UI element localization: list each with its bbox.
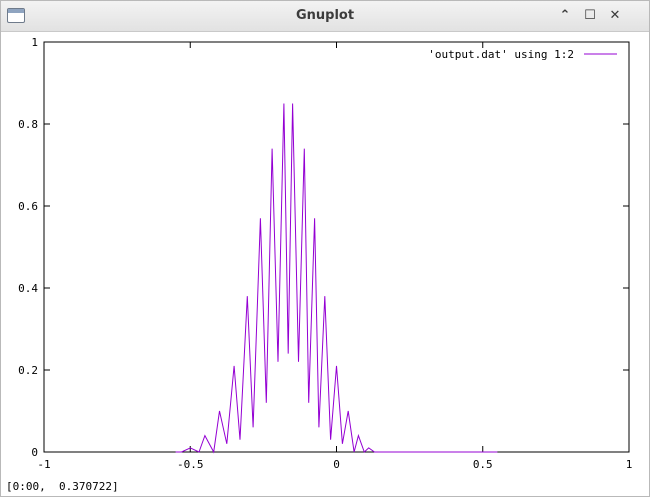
window-title: Gnuplot — [295, 8, 355, 23]
x-tick-label: 0 — [333, 458, 340, 471]
title-bar[interactable]: Gnuplot ⌃ ☐ ✕ — [1, 1, 649, 32]
x-tick-label: 1 — [626, 458, 633, 471]
x-tick-label: -1 — [37, 458, 50, 471]
y-tick-label: 0.8 — [18, 118, 38, 131]
y-tick-label: 0.6 — [18, 200, 38, 213]
app-window-icon — [7, 8, 25, 23]
y-tick-label: 1 — [31, 36, 38, 49]
y-tick-label: 0.2 — [18, 364, 38, 377]
x-tick-label: 0.5 — [473, 458, 493, 471]
mouse-coordinate-readout: [0:00, 0.370722] — [6, 480, 119, 493]
plot-canvas[interactable]: -1 -0.5 0 0.5 1 0 0.2 0.4 0.6 0.8 1 'output.dat' us… — [1, 32, 649, 496]
series-line — [175, 103, 498, 454]
maximize-button[interactable]: ☐ — [584, 8, 596, 23]
y-tick-label: 0 — [31, 446, 38, 459]
close-button[interactable]: ✕ — [609, 8, 621, 23]
x-tick-label: -0.5 — [177, 458, 204, 471]
plot-border — [43, 41, 630, 453]
legend-label: 'output.dat' using 1:2 — [428, 48, 574, 61]
chart-svg[interactable]: -1 -0.5 0 0.5 1 0 0.2 0.4 0.6 0.8 1 'output.dat' us… — [1, 32, 649, 496]
y-tick-label: 0.4 — [18, 282, 38, 295]
minimize-button[interactable]: ⌃ — [559, 8, 571, 23]
